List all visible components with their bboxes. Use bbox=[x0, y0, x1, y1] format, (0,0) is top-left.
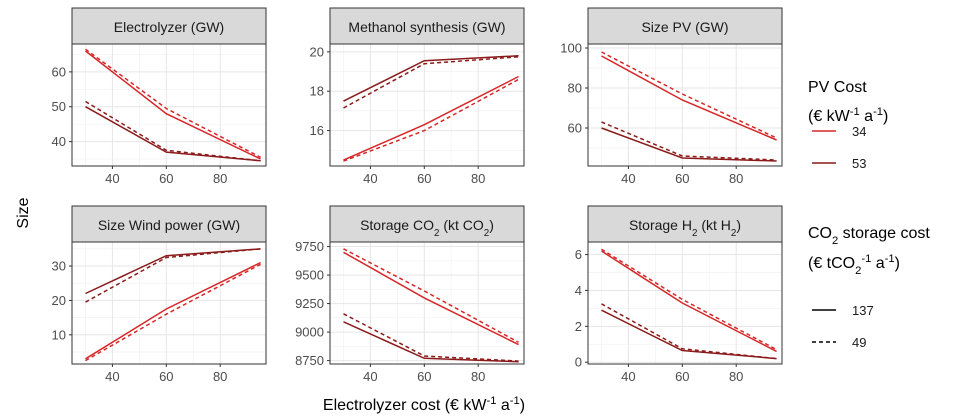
y-tick-label: 9250 bbox=[295, 296, 324, 311]
y-tick-label: 0 bbox=[575, 355, 582, 370]
x-tick-label: 60 bbox=[675, 369, 689, 384]
series-line-pv53-co2-137 bbox=[343, 55, 519, 102]
series-line-pv53-co2-137 bbox=[85, 106, 261, 162]
series-line-pv34-co2-137 bbox=[85, 261, 261, 360]
panel-title: Storage H2 (kt H2) bbox=[629, 217, 741, 239]
y-tick-label: 2 bbox=[575, 319, 582, 334]
panel-border bbox=[71, 241, 267, 365]
panel-strip bbox=[71, 7, 267, 45]
x-tick-label: 80 bbox=[213, 171, 227, 186]
series-line-pv34-co2-49 bbox=[85, 48, 261, 158]
series-line-pv53-co2-49 bbox=[343, 313, 519, 362]
y-axis-label: Size bbox=[15, 197, 32, 228]
legend-co2-label: 49 bbox=[852, 335, 866, 350]
series-line-pv53-co2-49 bbox=[85, 248, 261, 303]
panel-border bbox=[587, 43, 783, 167]
y-tick-label: 40 bbox=[52, 134, 66, 149]
series-line-pv53-co2-137 bbox=[601, 309, 777, 360]
panel-1: Electrolyzer (GW) 40 60 80 40 50 60 bbox=[52, 7, 267, 186]
legend-pv-label: 53 bbox=[852, 156, 866, 171]
panel-border bbox=[587, 241, 783, 365]
y-tick-label: 20 bbox=[52, 293, 66, 308]
y-tick-label: 50 bbox=[52, 99, 66, 114]
legend-pv-title: PV Cost bbox=[808, 79, 867, 96]
x-tick-label: 40 bbox=[363, 171, 377, 186]
x-tick-label: 40 bbox=[621, 369, 635, 384]
x-tick-label: 40 bbox=[105, 369, 119, 384]
series-line-pv34-co2-49 bbox=[601, 248, 777, 351]
y-tick-label: 6 bbox=[575, 247, 582, 262]
legend-pv-label: 34 bbox=[852, 124, 866, 139]
series-line-pv53-co2-137 bbox=[343, 321, 519, 363]
panel-3: Size PV (GW) 40 60 80 60 80 100 bbox=[560, 7, 783, 186]
series-line-pv34-co2-137 bbox=[85, 50, 261, 160]
series-line-pv53-co2-49 bbox=[85, 100, 261, 162]
series-line-pv53-co2-137 bbox=[601, 127, 777, 162]
panel-border bbox=[329, 241, 525, 365]
y-tick-label: 30 bbox=[52, 259, 66, 274]
series-line-pv34-co2-137 bbox=[343, 75, 519, 161]
y-tick-label: 80 bbox=[568, 81, 582, 96]
legend-co2-storage-cost: CO2 storage cost (€ tCO2-1 a-1) 137 49 bbox=[808, 225, 930, 350]
panel-title: Methanol synthesis (GW) bbox=[348, 19, 505, 35]
legend-pv-unit: (€ kW-1 a-1) bbox=[808, 106, 888, 125]
x-tick-label: 80 bbox=[471, 171, 485, 186]
y-tick-label: 20 bbox=[310, 44, 324, 59]
panel-border bbox=[71, 43, 267, 167]
x-tick-label: 40 bbox=[105, 171, 119, 186]
panel-6: Storage H2 (kt H2) 40 60 80 0 2 4 6 bbox=[575, 205, 783, 384]
series-line-pv34-co2-49 bbox=[343, 248, 519, 343]
panel-4: Size Wind power (GW) 40 60 80 10 20 30 bbox=[52, 205, 267, 384]
panel-2: Methanol synthesis (GW) 40 60 80 16 18 20 bbox=[310, 7, 525, 186]
series-line-pv53-co2-49 bbox=[343, 56, 519, 109]
panel-border bbox=[329, 43, 525, 167]
y-tick-label: 16 bbox=[310, 123, 324, 138]
panel-strip bbox=[71, 205, 267, 243]
x-tick-label: 80 bbox=[729, 171, 743, 186]
panel-strip bbox=[329, 205, 525, 243]
series-line-pv34-co2-137 bbox=[343, 251, 519, 346]
y-tick-label: 100 bbox=[560, 41, 582, 56]
y-tick-label: 9500 bbox=[295, 268, 324, 283]
panel-strip bbox=[587, 7, 783, 45]
y-tick-label: 18 bbox=[310, 84, 324, 99]
y-tick-label: 60 bbox=[52, 64, 66, 79]
series-line-pv34-co2-137 bbox=[601, 55, 777, 141]
x-axis-label: Electrolyzer cost (€ kW-1 a-1) bbox=[323, 395, 525, 414]
y-tick-label: 60 bbox=[568, 121, 582, 136]
series-line-pv34-co2-49 bbox=[343, 78, 519, 162]
x-tick-label: 40 bbox=[363, 369, 377, 384]
panel-title: Size Wind power (GW) bbox=[98, 217, 240, 233]
panel-title: Electrolyzer (GW) bbox=[114, 19, 224, 35]
x-tick-label: 60 bbox=[417, 171, 431, 186]
x-tick-label: 80 bbox=[729, 369, 743, 384]
legend-co2-unit: (€ tCO2-1 a-1) bbox=[808, 253, 900, 277]
x-tick-label: 40 bbox=[621, 171, 635, 186]
legend-co2-title: CO2 storage cost bbox=[808, 225, 930, 247]
panel-title: Size PV (GW) bbox=[641, 19, 728, 35]
y-tick-label: 4 bbox=[575, 283, 582, 298]
series-line-pv34-co2-49 bbox=[601, 51, 777, 139]
panel-title: Storage CO2 (kt CO2) bbox=[360, 217, 494, 239]
legend-pv-cost: PV Cost (€ kW-1 a-1)34 53 bbox=[808, 79, 888, 171]
series-line-pv34-co2-137 bbox=[601, 250, 777, 353]
x-tick-label: 80 bbox=[471, 369, 485, 384]
y-tick-label: 8750 bbox=[295, 353, 324, 368]
x-tick-label: 60 bbox=[417, 369, 431, 384]
x-tick-label: 60 bbox=[159, 369, 173, 384]
legend-co2-label: 137 bbox=[852, 303, 874, 318]
y-tick-label: 9750 bbox=[295, 239, 324, 254]
y-tick-label: 10 bbox=[52, 327, 66, 342]
panel-5: Storage CO2 (kt CO2) 40 60 80 8750 9000 9250 95… bbox=[295, 205, 525, 384]
series-line-pv34-co2-49 bbox=[85, 263, 261, 362]
series-line-pv53-co2-49 bbox=[601, 121, 777, 161]
y-tick-label: 9000 bbox=[295, 325, 324, 340]
x-tick-label: 60 bbox=[675, 171, 689, 186]
series-line-pv53-co2-49 bbox=[601, 303, 777, 360]
x-tick-label: 80 bbox=[213, 369, 227, 384]
x-tick-label: 60 bbox=[159, 171, 173, 186]
